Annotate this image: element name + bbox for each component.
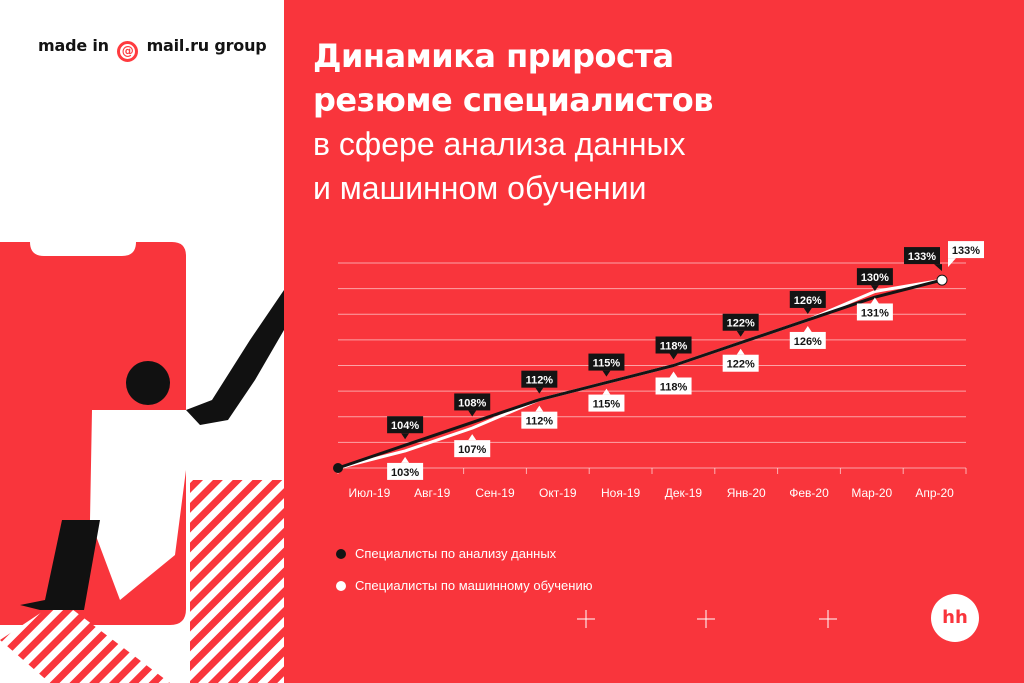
data-label: 118% bbox=[660, 341, 688, 353]
data-label: 108% bbox=[458, 397, 486, 409]
data-label: 133% bbox=[908, 251, 936, 263]
data-label-box bbox=[387, 416, 424, 434]
figure-arm bbox=[186, 290, 284, 425]
illustration bbox=[0, 242, 284, 683]
data-label: 115% bbox=[593, 358, 621, 370]
data-point bbox=[333, 463, 343, 473]
title-line-2: резюме специалистов bbox=[313, 81, 713, 119]
brand-logo: made in @ mail.ru group bbox=[38, 36, 267, 62]
data-label-pointer bbox=[468, 434, 477, 441]
data-label-pointer bbox=[803, 325, 812, 332]
data-label-box bbox=[588, 353, 625, 371]
hatched-strip bbox=[0, 600, 170, 683]
legend-item-ml: Специалисты по машинному обучению bbox=[336, 578, 592, 593]
data-label-pointer bbox=[803, 307, 812, 314]
data-label-box bbox=[387, 462, 424, 480]
data-label: 103% bbox=[391, 467, 419, 479]
title-line-4: и машинном обучении bbox=[313, 170, 647, 206]
data-label: 112% bbox=[526, 375, 554, 387]
legend-item-data-analysis: Специалисты по анализу данных bbox=[336, 546, 556, 561]
data-label-box bbox=[789, 331, 826, 349]
data-label: 131% bbox=[861, 307, 889, 319]
figure-body bbox=[90, 300, 284, 600]
x-tick-label: Апр-20 bbox=[915, 486, 954, 500]
legend-label-ml: Специалисты по машинному обучению bbox=[355, 578, 593, 593]
data-label-pointer bbox=[948, 258, 956, 268]
data-label-pointer bbox=[669, 371, 678, 378]
x-tick-label: Янв-20 bbox=[727, 486, 766, 500]
data-label: 126% bbox=[794, 336, 822, 348]
data-label-pointer bbox=[736, 330, 745, 337]
title-line-3: в сфере анализа данных bbox=[313, 126, 686, 162]
hh-logo: hh bbox=[931, 594, 979, 642]
series-line bbox=[337, 278, 943, 470]
data-label-box bbox=[789, 290, 826, 308]
data-label: 118% bbox=[660, 382, 688, 394]
data-label-box bbox=[722, 313, 759, 331]
x-tick-label: Сен-19 bbox=[475, 486, 515, 500]
data-label-pointer bbox=[602, 388, 611, 395]
data-label-box bbox=[521, 411, 558, 429]
data-label: 122% bbox=[727, 359, 755, 371]
data-label-box bbox=[454, 393, 491, 411]
data-label: 126% bbox=[794, 295, 822, 307]
data-label-box bbox=[454, 440, 491, 458]
at-icon: @ bbox=[117, 41, 139, 62]
figure-leg bbox=[20, 520, 100, 610]
data-label-pointer bbox=[602, 370, 611, 377]
x-tick-label: Окт-19 bbox=[539, 486, 577, 500]
data-label-box bbox=[655, 377, 692, 395]
x-tick-label: Фев-20 bbox=[789, 486, 829, 500]
x-tick-label: Авг-19 bbox=[414, 486, 450, 500]
data-label-box bbox=[904, 247, 940, 265]
data-label-pointer bbox=[736, 348, 745, 355]
data-label-pointer bbox=[468, 410, 477, 417]
data-label-box bbox=[856, 303, 893, 321]
data-label-box bbox=[521, 370, 558, 388]
data-label: 112% bbox=[526, 416, 554, 428]
data-label-box bbox=[655, 336, 692, 354]
x-tick-label: Ноя-19 bbox=[601, 486, 641, 500]
data-label: 133% bbox=[952, 245, 980, 257]
figure-head bbox=[126, 361, 170, 405]
data-label-pointer bbox=[401, 433, 410, 440]
hatched-area bbox=[190, 480, 284, 683]
data-label-box bbox=[856, 268, 893, 286]
data-label-pointer bbox=[934, 264, 942, 272]
data-point bbox=[936, 274, 948, 286]
data-label-box bbox=[588, 394, 625, 412]
data-label: 107% bbox=[458, 444, 486, 456]
main-panel bbox=[284, 0, 1024, 683]
data-label-pointer bbox=[870, 285, 879, 292]
data-label: 115% bbox=[593, 399, 621, 411]
data-label-pointer bbox=[535, 405, 544, 412]
data-label: 104% bbox=[391, 420, 419, 432]
left-panel: made in @ mail.ru group bbox=[0, 0, 284, 683]
x-tick-label: Дек-19 bbox=[665, 486, 703, 500]
page-title: Динамика прироста резюме специалистов в … bbox=[313, 34, 953, 210]
data-label-pointer bbox=[669, 353, 678, 360]
data-label-pointer bbox=[401, 456, 410, 463]
legend-label-data-analysis: Специалисты по анализу данных bbox=[355, 546, 557, 561]
brand-text-before: made in bbox=[38, 36, 109, 55]
data-label-box bbox=[948, 241, 984, 259]
x-tick-label: Июл-19 bbox=[349, 486, 391, 500]
legend-dot-light bbox=[336, 581, 346, 591]
data-label-pointer bbox=[535, 387, 544, 394]
x-tick-label: Мар-20 bbox=[851, 486, 892, 500]
brand-text-after: mail.ru group bbox=[146, 36, 267, 55]
legend-dot-dark bbox=[336, 549, 346, 559]
data-label: 122% bbox=[727, 318, 755, 330]
data-label: 130% bbox=[861, 272, 889, 284]
data-label-box bbox=[722, 354, 759, 372]
title-line-1: Динамика прироста bbox=[313, 37, 674, 75]
data-label-pointer bbox=[870, 297, 879, 304]
